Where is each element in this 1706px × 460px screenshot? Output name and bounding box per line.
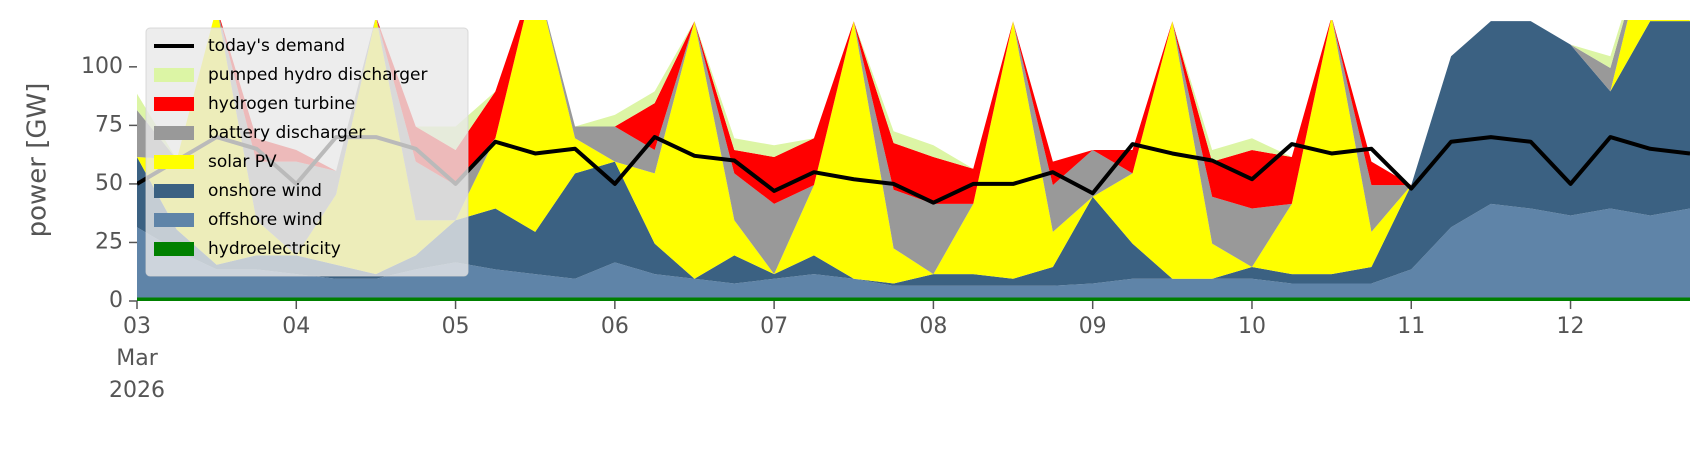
y-tick-label: 100	[81, 54, 123, 79]
legend-swatch	[154, 68, 194, 82]
x-sub-label: 2026	[109, 378, 165, 403]
x-sub-label: Mar	[116, 346, 158, 371]
legend-swatch	[154, 184, 194, 198]
x-tick-label: 08	[919, 314, 947, 339]
area	[137, 203, 1690, 298]
legend-label: pumped hydro discharger	[208, 65, 427, 85]
area	[137, 20, 1690, 209]
y-axis-label: power [GW]	[23, 83, 53, 238]
legend-label: offshore wind	[208, 210, 323, 230]
x-tick-label: 06	[601, 314, 629, 339]
legend-label: onshore wind	[208, 181, 322, 201]
legend-swatch	[154, 242, 194, 256]
area	[137, 20, 1690, 284]
x-tick-label: 11	[1397, 314, 1425, 339]
x-tick-label: 12	[1557, 314, 1585, 339]
x-tick-label: 07	[760, 314, 788, 339]
x-tick-label: 10	[1238, 314, 1266, 339]
legend-label: hydroelectricity	[208, 239, 341, 259]
x-tick-label: 05	[442, 314, 470, 339]
y-tick-label: 0	[109, 288, 123, 313]
legend-swatch	[154, 213, 194, 227]
legend-swatch	[154, 155, 194, 169]
legend-swatch	[154, 97, 194, 111]
x-tick-label: 09	[1079, 314, 1107, 339]
legend-label: solar PV	[208, 152, 277, 172]
legend-label: hydrogen turbine	[208, 94, 355, 114]
y-tick-label: 75	[95, 112, 123, 137]
legend-label: battery discharger	[208, 123, 365, 143]
legend-box	[145, 27, 469, 277]
x-tick-label: 04	[282, 314, 310, 339]
legend-label: today's demand	[208, 36, 345, 56]
area	[137, 297, 1690, 301]
y-tick-label: 50	[95, 171, 123, 196]
y-tick-label: 25	[95, 229, 123, 254]
legend-swatch	[154, 126, 194, 140]
x-tick-label: 03	[123, 314, 151, 339]
